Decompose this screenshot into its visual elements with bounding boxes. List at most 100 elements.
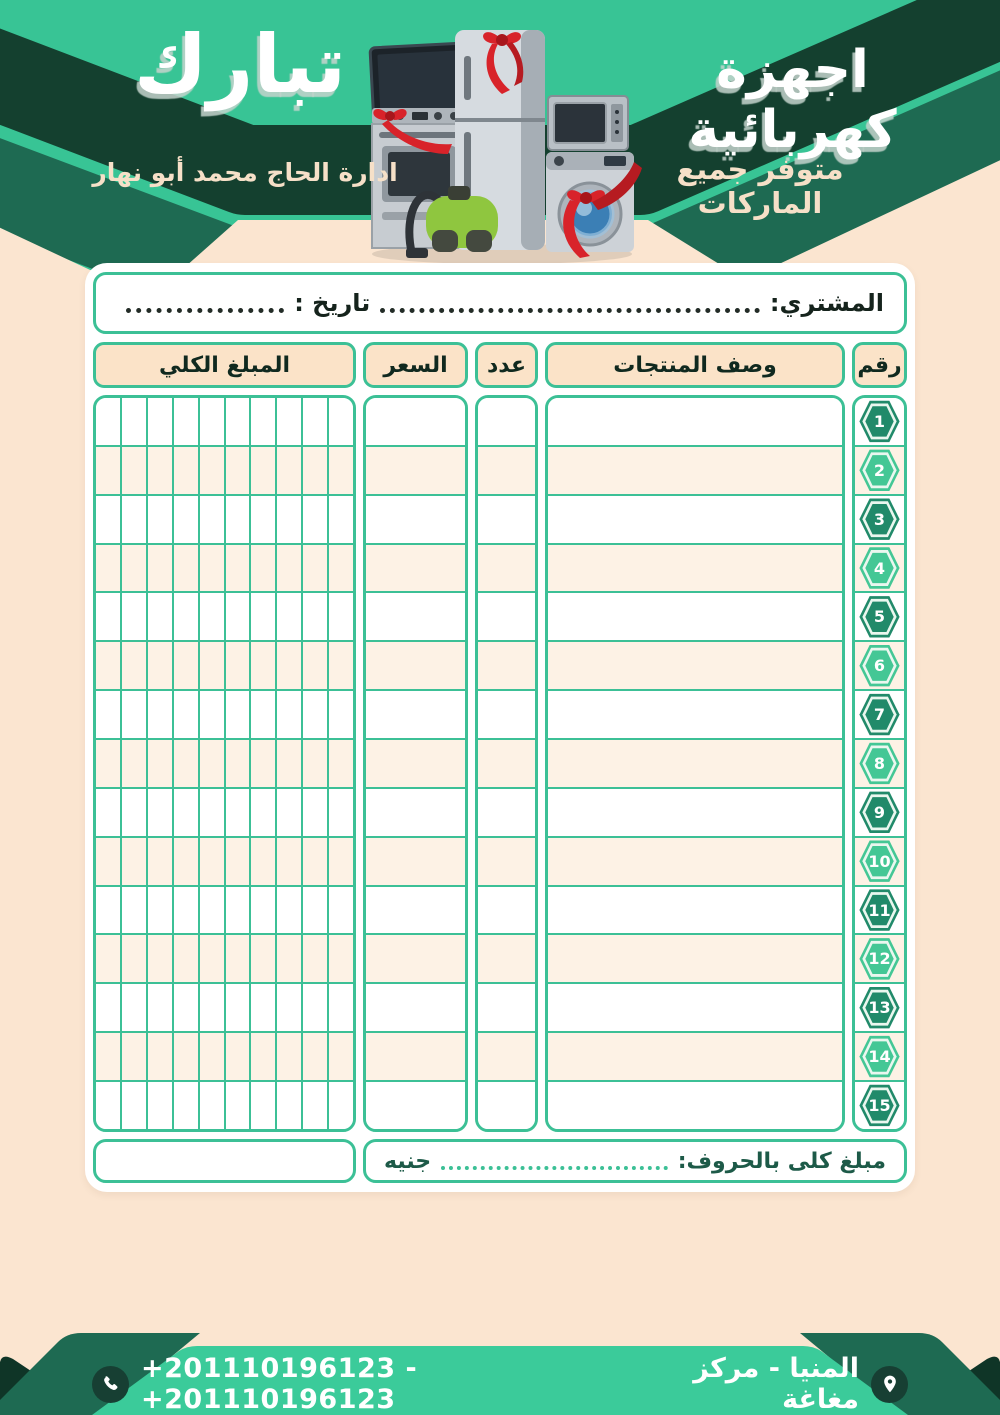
amount-grid-cell[interactable] xyxy=(275,886,301,934)
amount-grid-cell[interactable] xyxy=(301,837,327,885)
amount-grid-cell[interactable] xyxy=(275,740,301,787)
price-cell[interactable] xyxy=(366,640,465,690)
quantity-cell[interactable] xyxy=(478,1031,535,1081)
description-cell[interactable] xyxy=(548,444,842,494)
amount-grid-cell[interactable] xyxy=(249,446,275,494)
amount-grid-cell[interactable] xyxy=(197,593,224,641)
price-cell[interactable] xyxy=(366,982,465,1032)
amount-grid-cell[interactable] xyxy=(119,886,146,934)
amount-grid-cell[interactable] xyxy=(96,789,120,836)
amount-grid-cell[interactable] xyxy=(327,837,353,885)
amount-grid-cell[interactable] xyxy=(119,642,146,690)
description-cell[interactable] xyxy=(548,884,842,934)
amount-grid-cell[interactable] xyxy=(145,593,172,641)
amount-grid-cell[interactable] xyxy=(171,935,198,983)
amount-grid-cell[interactable] xyxy=(119,1033,146,1081)
amount-grid-cell[interactable] xyxy=(96,1082,120,1129)
amount-grid-cell[interactable] xyxy=(327,593,353,641)
amount-grid-cell[interactable] xyxy=(301,935,327,983)
amount-grid-cell[interactable] xyxy=(223,642,250,690)
amount-grid-cell[interactable] xyxy=(96,398,120,445)
amount-grid-cell[interactable] xyxy=(119,740,146,787)
amount-grid-cell[interactable] xyxy=(327,886,353,934)
amount-grid-cell[interactable] xyxy=(223,740,250,787)
amount-grid-cell[interactable] xyxy=(327,544,353,592)
price-cell[interactable] xyxy=(366,1080,465,1129)
amount-grid-cell[interactable] xyxy=(249,398,275,445)
price-cell[interactable] xyxy=(366,493,465,543)
price-cell[interactable] xyxy=(366,542,465,592)
amount-grid-cell[interactable] xyxy=(96,935,120,982)
amount-grid-cell[interactable] xyxy=(249,935,275,983)
amount-grid-cell[interactable] xyxy=(275,1082,301,1129)
amount-grid-cell[interactable] xyxy=(223,1082,250,1129)
amount-grid-cell[interactable] xyxy=(301,544,327,592)
amount-grid-cell[interactable] xyxy=(145,495,172,543)
amount-grid-cell[interactable] xyxy=(197,740,224,787)
price-cell[interactable] xyxy=(366,933,465,983)
quantity-cell[interactable] xyxy=(478,835,535,885)
amount-grid-cell[interactable] xyxy=(171,446,198,494)
amount-grid-cell[interactable] xyxy=(145,935,172,983)
amount-grid-cell[interactable] xyxy=(171,1082,198,1129)
amount-grid-cell[interactable] xyxy=(223,446,250,494)
amount-grid-cell[interactable] xyxy=(327,446,353,494)
amount-grid-cell[interactable] xyxy=(223,984,250,1032)
amount-grid-cell[interactable] xyxy=(249,544,275,592)
amount-grid-cell[interactable] xyxy=(249,984,275,1032)
price-cell[interactable] xyxy=(366,786,465,836)
amount-grid-cell[interactable] xyxy=(223,691,250,739)
description-cell[interactable] xyxy=(548,835,842,885)
amount-grid-cell[interactable] xyxy=(327,642,353,690)
amount-grid-cell[interactable] xyxy=(96,496,120,543)
description-cell[interactable] xyxy=(548,786,842,836)
amount-grid-cell[interactable] xyxy=(96,545,120,592)
amount-grid-cell[interactable] xyxy=(197,544,224,592)
amount-grid-cell[interactable] xyxy=(197,495,224,543)
amount-grid-cell[interactable] xyxy=(145,886,172,934)
amount-grid-cell[interactable] xyxy=(96,447,120,494)
amount-grid-cell[interactable] xyxy=(96,642,120,689)
price-cell[interactable] xyxy=(366,835,465,885)
price-cell[interactable] xyxy=(366,444,465,494)
amount-grid-cell[interactable] xyxy=(145,788,172,836)
amount-grid-cell[interactable] xyxy=(96,1033,120,1080)
amount-grid-cell[interactable] xyxy=(119,691,146,739)
amount-grid-cell[interactable] xyxy=(275,495,301,543)
quantity-cell[interactable] xyxy=(478,933,535,983)
amount-grid-cell[interactable] xyxy=(275,593,301,641)
amount-grid-cell[interactable] xyxy=(197,984,224,1032)
amount-grid-cell[interactable] xyxy=(249,886,275,934)
amount-grid-cell[interactable] xyxy=(327,495,353,543)
amount-grid-cell[interactable] xyxy=(249,691,275,739)
amount-grid-cell[interactable] xyxy=(223,495,250,543)
amount-grid-cell[interactable] xyxy=(223,935,250,983)
amount-grid-cell[interactable] xyxy=(275,642,301,690)
amount-grid-cell[interactable] xyxy=(145,642,172,690)
amount-grid-cell[interactable] xyxy=(119,544,146,592)
amount-in-words-field[interactable] xyxy=(441,1152,668,1170)
quantity-cell[interactable] xyxy=(478,884,535,934)
price-cell[interactable] xyxy=(366,689,465,739)
amount-grid-cell[interactable] xyxy=(249,837,275,885)
price-cell[interactable] xyxy=(366,738,465,787)
amount-grid-cell[interactable] xyxy=(145,1033,172,1081)
quantity-cell[interactable] xyxy=(478,786,535,836)
amount-grid-cell[interactable] xyxy=(119,398,146,445)
description-cell[interactable] xyxy=(548,738,842,787)
amount-grid-cell[interactable] xyxy=(119,788,146,836)
amount-grid-cell[interactable] xyxy=(301,740,327,787)
quantity-cell[interactable] xyxy=(478,738,535,787)
description-cell[interactable] xyxy=(548,542,842,592)
amount-grid-cell[interactable] xyxy=(275,935,301,983)
amount-grid-cell[interactable] xyxy=(301,886,327,934)
amount-grid-cell[interactable] xyxy=(96,887,120,934)
price-cell[interactable] xyxy=(366,1031,465,1081)
amount-grid-cell[interactable] xyxy=(327,1033,353,1081)
amount-grid-cell[interactable] xyxy=(327,740,353,787)
amount-grid-cell[interactable] xyxy=(171,691,198,739)
amount-grid-cell[interactable] xyxy=(197,788,224,836)
amount-grid-cell[interactable] xyxy=(145,398,172,445)
amount-grid-cell[interactable] xyxy=(145,740,172,787)
amount-grid-cell[interactable] xyxy=(145,837,172,885)
